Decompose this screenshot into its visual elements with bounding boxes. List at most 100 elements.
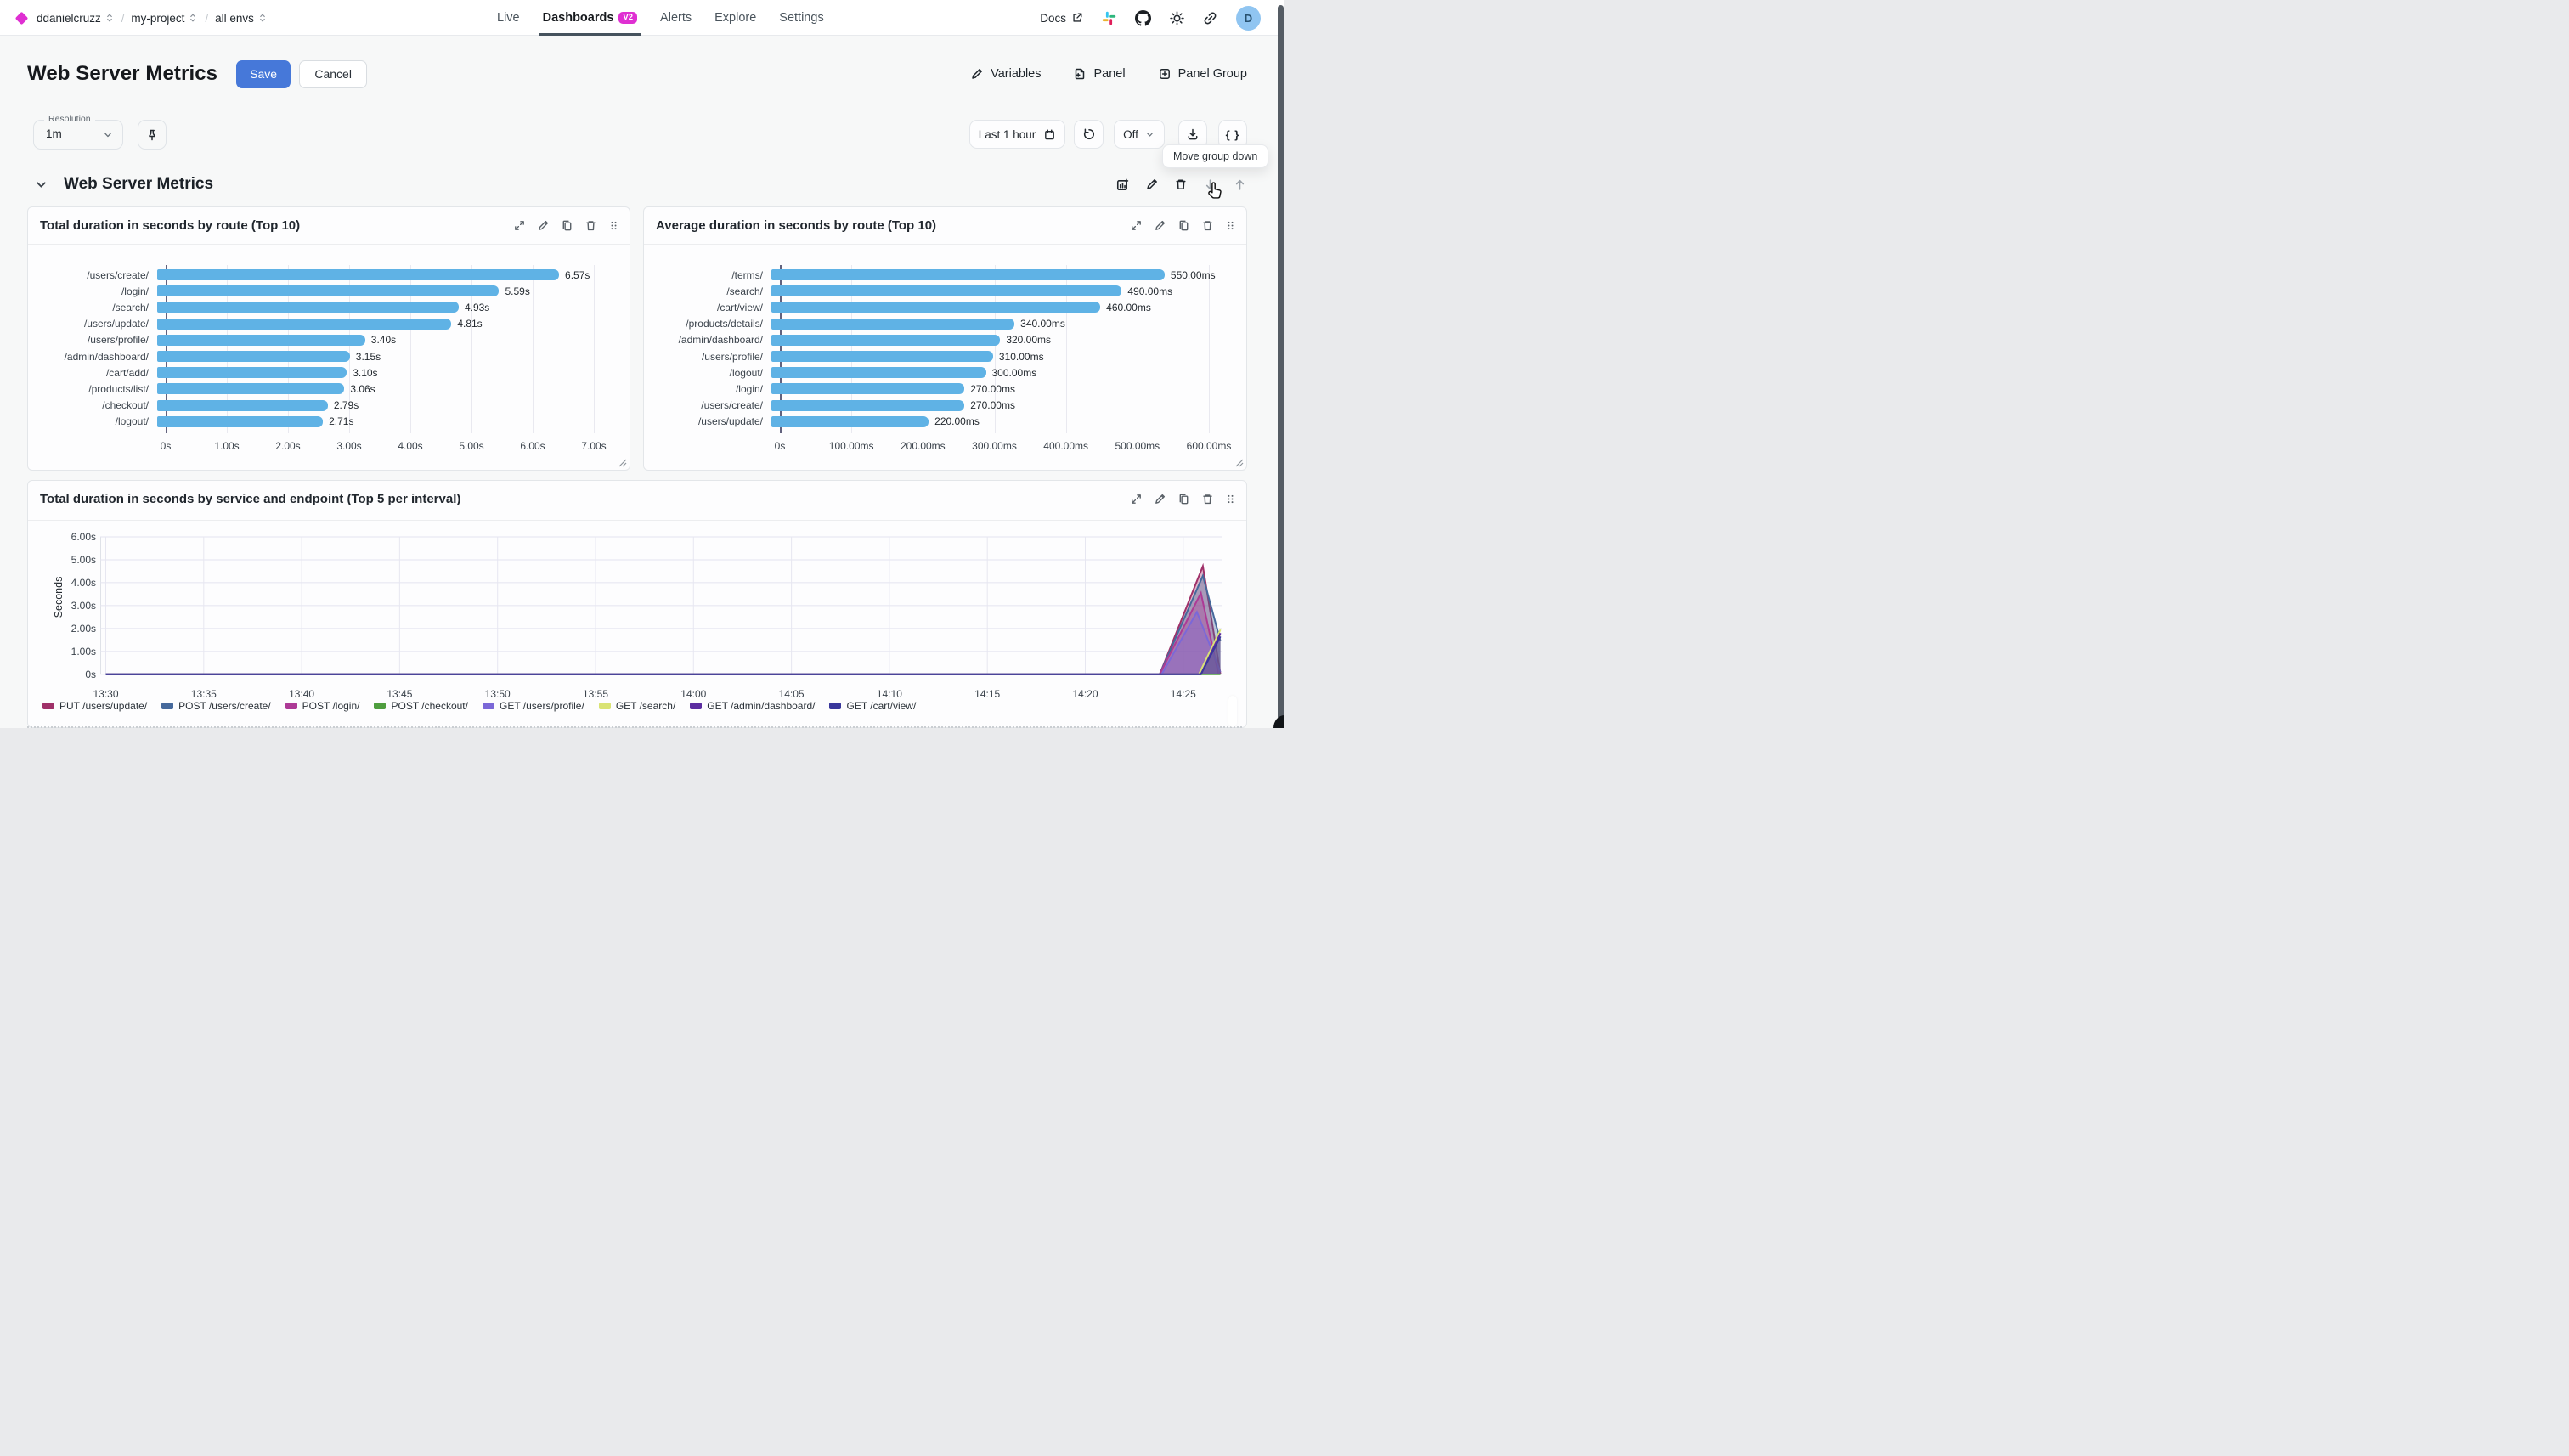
bar[interactable]	[771, 367, 986, 379]
bar[interactable]	[157, 399, 328, 411]
series-line[interactable]	[105, 635, 1222, 675]
cancel-button[interactable]: Cancel	[299, 59, 368, 88]
bar-row: /cart/view/460.00ms	[656, 299, 1236, 315]
series-line[interactable]	[105, 629, 1222, 675]
save-button[interactable]: Save	[236, 59, 291, 88]
nav-live[interactable]: Live	[497, 11, 520, 25]
add-chart-icon[interactable]	[1115, 178, 1130, 192]
bar[interactable]	[157, 367, 347, 379]
bar[interactable]	[157, 269, 560, 281]
resize-handle-icon[interactable]	[1235, 459, 1244, 467]
panel-group-header: Web Server Metrics	[34, 172, 1247, 197]
add-panel-group-button[interactable]: Panel Group	[1158, 67, 1247, 81]
bar[interactable]	[157, 383, 345, 395]
delete-panel-icon[interactable]	[584, 219, 597, 232]
refresh-button[interactable]	[1074, 120, 1104, 149]
github-icon[interactable]	[1135, 9, 1151, 26]
bar-value-label: 2.79s	[333, 399, 359, 412]
resize-handle-icon[interactable]	[618, 459, 627, 467]
bar[interactable]	[157, 415, 324, 427]
drag-handle-icon[interactable]	[1225, 493, 1236, 505]
legend-item[interactable]: GET /admin/dashboard/	[690, 700, 815, 712]
resolution-select[interactable]: Resolution 1m	[33, 114, 123, 150]
download-button[interactable]	[1178, 120, 1207, 149]
duplicate-panel-icon[interactable]	[561, 219, 573, 232]
slack-icon[interactable]	[1102, 11, 1116, 25]
delete-panel-icon[interactable]	[1201, 493, 1214, 505]
bar-category-label: /search/	[726, 285, 763, 297]
breadcrumb-environment[interactable]: all envs	[215, 12, 268, 25]
bar-chart-average-duration: /terms/550.00ms/search/490.00ms/cart/vie…	[656, 265, 1236, 462]
bar[interactable]	[157, 334, 365, 346]
nav-explore[interactable]: Explore	[714, 11, 757, 25]
bar[interactable]	[771, 334, 1001, 346]
page-corner-shadow	[1273, 715, 1284, 728]
expand-panel-icon[interactable]	[513, 219, 526, 232]
bar[interactable]	[157, 302, 459, 313]
legend-item[interactable]: GET /users/profile/	[482, 700, 584, 712]
series-line[interactable]	[105, 632, 1222, 675]
bar[interactable]	[771, 415, 929, 427]
theme-sun-icon[interactable]	[1170, 10, 1184, 25]
bar-row: /login/270.00ms	[656, 381, 1236, 397]
time-range-picker[interactable]: Last 1 hour	[969, 120, 1065, 149]
legend-item[interactable]: POST /login/	[285, 700, 359, 712]
series-line[interactable]	[105, 610, 1222, 675]
duplicate-panel-icon[interactable]	[1177, 493, 1190, 505]
user-avatar[interactable]: D	[1236, 5, 1261, 31]
legend-item[interactable]: POST /users/create/	[161, 700, 271, 712]
bar-category-label: /products/details/	[686, 318, 763, 330]
x-axis-tick: 13:55	[582, 688, 609, 700]
legend-item[interactable]: GET /cart/view/	[829, 700, 916, 712]
expand-panel-icon[interactable]	[1130, 219, 1143, 232]
bar[interactable]	[771, 318, 1015, 330]
pin-button[interactable]	[138, 120, 167, 150]
panel-scrollbar-thumb[interactable]	[1228, 696, 1237, 727]
legend-label: POST /checkout/	[391, 700, 468, 712]
breadcrumb-project[interactable]: my-project	[131, 12, 198, 25]
move-group-up-icon[interactable]	[1233, 178, 1247, 192]
bar[interactable]	[771, 269, 1165, 281]
edit-panel-icon[interactable]	[537, 219, 550, 232]
breadcrumb-org[interactable]: ddanielcruzz	[37, 12, 115, 25]
bar-row: /users/update/220.00ms	[656, 414, 1236, 430]
bar[interactable]	[157, 351, 350, 363]
edit-group-icon[interactable]	[1145, 178, 1159, 191]
bar-row: /products/list/3.06s	[40, 381, 619, 397]
nav-settings[interactable]: Settings	[779, 11, 824, 25]
bar[interactable]	[771, 351, 993, 363]
series-line[interactable]	[105, 573, 1222, 675]
bar-row: /users/profile/310.00ms	[656, 348, 1236, 364]
auto-refresh-select[interactable]: Off	[1114, 120, 1165, 149]
bar[interactable]	[157, 318, 452, 330]
legend-item[interactable]: PUT /users/update/	[42, 700, 147, 712]
refresh-ccw-icon	[1083, 128, 1094, 140]
edit-panel-icon[interactable]	[1154, 219, 1166, 232]
docs-link[interactable]: Docs	[1040, 12, 1083, 25]
add-panel-button[interactable]: Panel	[1073, 67, 1126, 81]
delete-panel-icon[interactable]	[1201, 219, 1214, 232]
json-view-button[interactable]: { }	[1218, 120, 1247, 149]
share-link-icon[interactable]	[1203, 11, 1217, 25]
drag-handle-icon[interactable]	[1225, 219, 1236, 232]
page-scrollbar-thumb[interactable]	[1278, 5, 1284, 720]
collapse-caret-icon[interactable]	[34, 178, 48, 192]
bar[interactable]	[771, 302, 1101, 313]
dashboard-title-row: Web Server Metrics Save Cancel Variables…	[27, 54, 1247, 94]
duplicate-panel-icon[interactable]	[1177, 219, 1190, 232]
bar[interactable]	[157, 285, 500, 297]
variables-button[interactable]: Variables	[970, 67, 1041, 81]
expand-panel-icon[interactable]	[1130, 493, 1143, 505]
gridline	[288, 265, 289, 433]
nav-alerts[interactable]: Alerts	[660, 11, 692, 25]
bar[interactable]	[771, 399, 965, 411]
bar[interactable]	[771, 383, 965, 395]
legend-item[interactable]: POST /checkout/	[374, 700, 468, 712]
nav-dashboards[interactable]: Dashboards V2	[539, 0, 641, 36]
bar-value-label: 5.59s	[505, 285, 530, 297]
delete-group-icon[interactable]	[1174, 178, 1188, 191]
drag-handle-icon[interactable]	[608, 219, 619, 232]
legend-item[interactable]: GET /search/	[598, 700, 675, 712]
bar[interactable]	[771, 285, 1122, 297]
edit-panel-icon[interactable]	[1154, 493, 1166, 505]
